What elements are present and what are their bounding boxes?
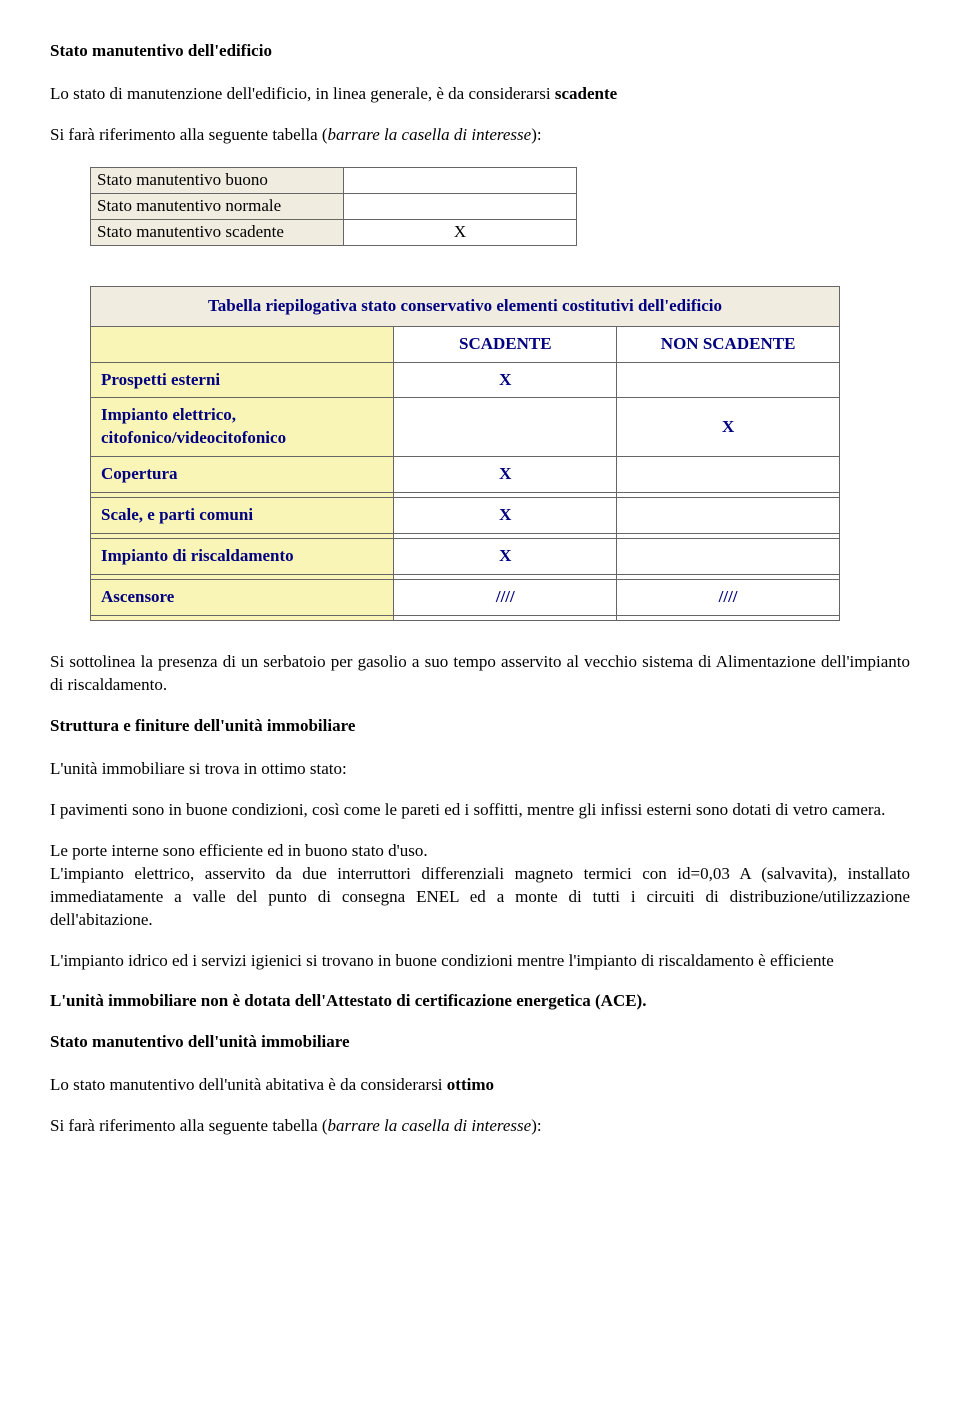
table-row: Stato manutentivo normale bbox=[91, 193, 577, 219]
table-row: Impianto di riscaldamento X bbox=[91, 539, 840, 575]
table-row: Ascensore //// //// bbox=[91, 580, 840, 616]
row-label: Copertura bbox=[91, 457, 394, 493]
cell-c2 bbox=[617, 362, 840, 398]
para-elettrico: L'impianto elettrico, asservito da due i… bbox=[50, 863, 910, 932]
cell-c1 bbox=[394, 398, 617, 457]
cell-c1: X bbox=[394, 539, 617, 575]
state-label: Stato manutentivo buono bbox=[91, 167, 344, 193]
row-label: Impianto di riscaldamento bbox=[91, 539, 394, 575]
para-unit: Lo stato manutentivo dell'unità abitativ… bbox=[50, 1074, 910, 1097]
header-col1: SCADENTE bbox=[394, 326, 617, 362]
para-idrico: L'impianto idrico ed i servizi igienici … bbox=[50, 950, 910, 973]
intro1-b: scadente bbox=[555, 84, 617, 103]
cell-c2 bbox=[617, 498, 840, 534]
row-label: Scale, e parti comuni bbox=[91, 498, 394, 534]
cell-c1: X bbox=[394, 457, 617, 493]
intro2-a: Si farà riferimento alla seguente tabell… bbox=[50, 125, 328, 144]
cell-c1: X bbox=[394, 498, 617, 534]
cell-c2 bbox=[617, 539, 840, 575]
elements-table: Tabella riepilogativa stato conservativo… bbox=[90, 286, 840, 621]
table-row: Stato manutentivo scadente X bbox=[91, 219, 577, 245]
table-row: Scale, e parti comuni X bbox=[91, 498, 840, 534]
table-row: Impianto elettrico, citofonico/videocito… bbox=[91, 398, 840, 457]
cell-c1: //// bbox=[394, 580, 617, 616]
table-row: Stato manutentivo buono bbox=[91, 167, 577, 193]
para-ace: L'unità immobiliare non è dotata dell'At… bbox=[50, 990, 910, 1013]
table-title: Tabella riepilogativa stato conservativo… bbox=[91, 286, 840, 326]
section-title-stato-edificio: Stato manutentivo dell'edificio bbox=[50, 40, 910, 63]
intro2-c: ): bbox=[531, 125, 541, 144]
intro3-a: Si farà riferimento alla seguente tabell… bbox=[50, 1116, 328, 1135]
state-value bbox=[344, 167, 577, 193]
para-unit-b: ottimo bbox=[447, 1075, 494, 1094]
cell-c2 bbox=[617, 457, 840, 493]
table-row: Prospetti esterni X bbox=[91, 362, 840, 398]
table-header-row: SCADENTE NON SCADENTE bbox=[91, 326, 840, 362]
para-pavimenti: I pavimenti sono in buone condizioni, co… bbox=[50, 799, 910, 822]
header-empty bbox=[91, 326, 394, 362]
row-label: Ascensore bbox=[91, 580, 394, 616]
para-serbatoio: Si sottolinea la presenza di un serbatoi… bbox=[50, 651, 910, 697]
intro-text-3: Si farà riferimento alla seguente tabell… bbox=[50, 1115, 910, 1138]
row-label: Impianto elettrico, citofonico/videocito… bbox=[91, 398, 394, 457]
header-col2: NON SCADENTE bbox=[617, 326, 840, 362]
row-label: Prospetti esterni bbox=[91, 362, 394, 398]
para-ottimo: L'unità immobiliare si trova in ottimo s… bbox=[50, 758, 910, 781]
table-row: Copertura X bbox=[91, 457, 840, 493]
intro2-b: barrare la casella di interesse bbox=[328, 125, 532, 144]
cell-c2: //// bbox=[617, 580, 840, 616]
intro3-c: ): bbox=[531, 1116, 541, 1135]
cell-c2: X bbox=[617, 398, 840, 457]
cell-c1: X bbox=[394, 362, 617, 398]
state-label: Stato manutentivo normale bbox=[91, 193, 344, 219]
para-porte: Le porte interne sono efficiente ed in b… bbox=[50, 840, 910, 863]
intro-text-2: Si farà riferimento alla seguente tabell… bbox=[50, 124, 910, 147]
state-value bbox=[344, 193, 577, 219]
intro-text-1: Lo stato di manutenzione dell'edificio, … bbox=[50, 83, 910, 106]
table-title-row: Tabella riepilogativa stato conservativo… bbox=[91, 286, 840, 326]
section-title-struttura: Struttura e finiture dell'unità immobili… bbox=[50, 715, 910, 738]
state-value: X bbox=[344, 219, 577, 245]
para-unit-a: Lo stato manutentivo dell'unità abitativ… bbox=[50, 1075, 447, 1094]
pad-row bbox=[91, 616, 840, 621]
state-label: Stato manutentivo scadente bbox=[91, 219, 344, 245]
intro3-b: barrare la casella di interesse bbox=[328, 1116, 532, 1135]
section-title-unita: Stato manutentivo dell'unità immobiliare bbox=[50, 1031, 910, 1054]
intro1-a: Lo stato di manutenzione dell'edificio, … bbox=[50, 84, 555, 103]
state-table: Stato manutentivo buono Stato manutentiv… bbox=[90, 167, 577, 246]
